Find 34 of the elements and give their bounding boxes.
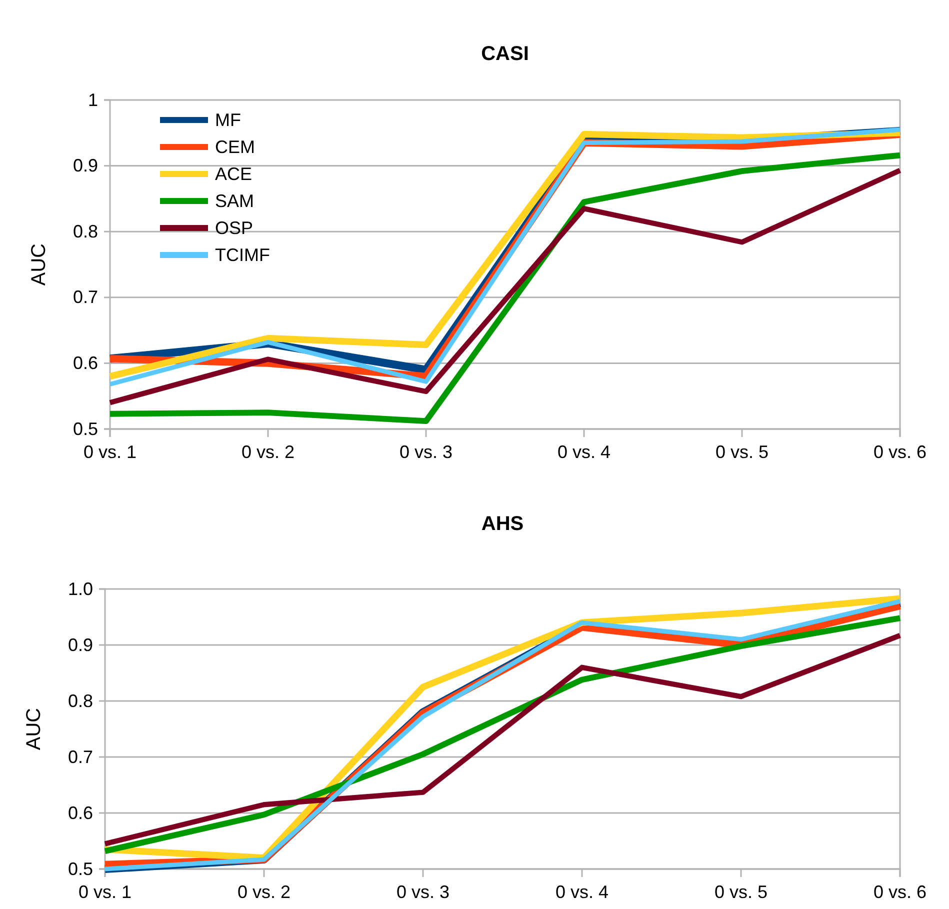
x-tick-label: 0 vs. 6 (873, 442, 927, 462)
x-tick-label: 0 vs. 6 (873, 882, 927, 902)
y-tick-label: 0.5 (68, 858, 93, 879)
legend-label: CEM (215, 137, 255, 157)
y-tick-label: 1 (88, 90, 98, 110)
legend-label: OSP (215, 218, 254, 238)
y-axis-title: AUC (28, 243, 50, 286)
legend-label: ACE (215, 164, 252, 184)
x-tick-label: 0 vs. 2 (241, 442, 295, 462)
y-tick-label: 0.5 (72, 418, 98, 439)
x-tick-label: 0 vs. 3 (399, 442, 453, 462)
x-tick-label: 0 vs. 3 (396, 882, 450, 902)
chart-title: AHS (481, 513, 524, 535)
x-tick-label: 0 vs. 2 (237, 882, 291, 902)
x-tick-label: 0 vs. 5 (714, 882, 768, 902)
y-axis-title: AUC (23, 708, 45, 750)
x-tick-label: 0 vs. 4 (555, 882, 609, 902)
y-tick-label: 0.9 (68, 634, 93, 655)
legend-label: SAM (215, 191, 254, 211)
y-tick-label: 0.9 (72, 156, 98, 176)
chart-title: CASI (481, 43, 529, 65)
x-tick-label: 0 vs. 4 (557, 442, 611, 462)
y-tick-label: 0.6 (68, 802, 93, 823)
x-tick-label: 0 vs. 1 (83, 442, 137, 462)
y-tick-label: 0.7 (68, 746, 93, 767)
y-tick-label: 0.6 (72, 352, 98, 373)
legend-label: TCIMF (215, 245, 270, 265)
x-tick-label: 0 vs. 5 (715, 442, 769, 462)
y-tick-label: 0.8 (72, 221, 98, 242)
legend-label: MF (215, 110, 241, 130)
x-tick-label: 0 vs. 1 (78, 882, 132, 902)
y-tick-label: 1.0 (68, 578, 93, 599)
y-tick-label: 0.7 (72, 287, 98, 308)
y-tick-label: 0.8 (68, 690, 93, 711)
